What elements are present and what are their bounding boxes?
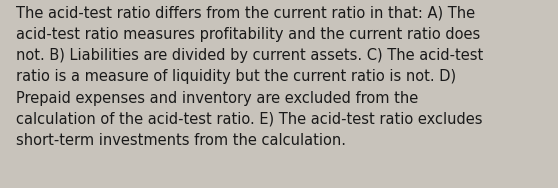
Text: The acid-test ratio differs from the current ratio in that: A) The
acid-test rat: The acid-test ratio differs from the cur… xyxy=(16,6,483,148)
